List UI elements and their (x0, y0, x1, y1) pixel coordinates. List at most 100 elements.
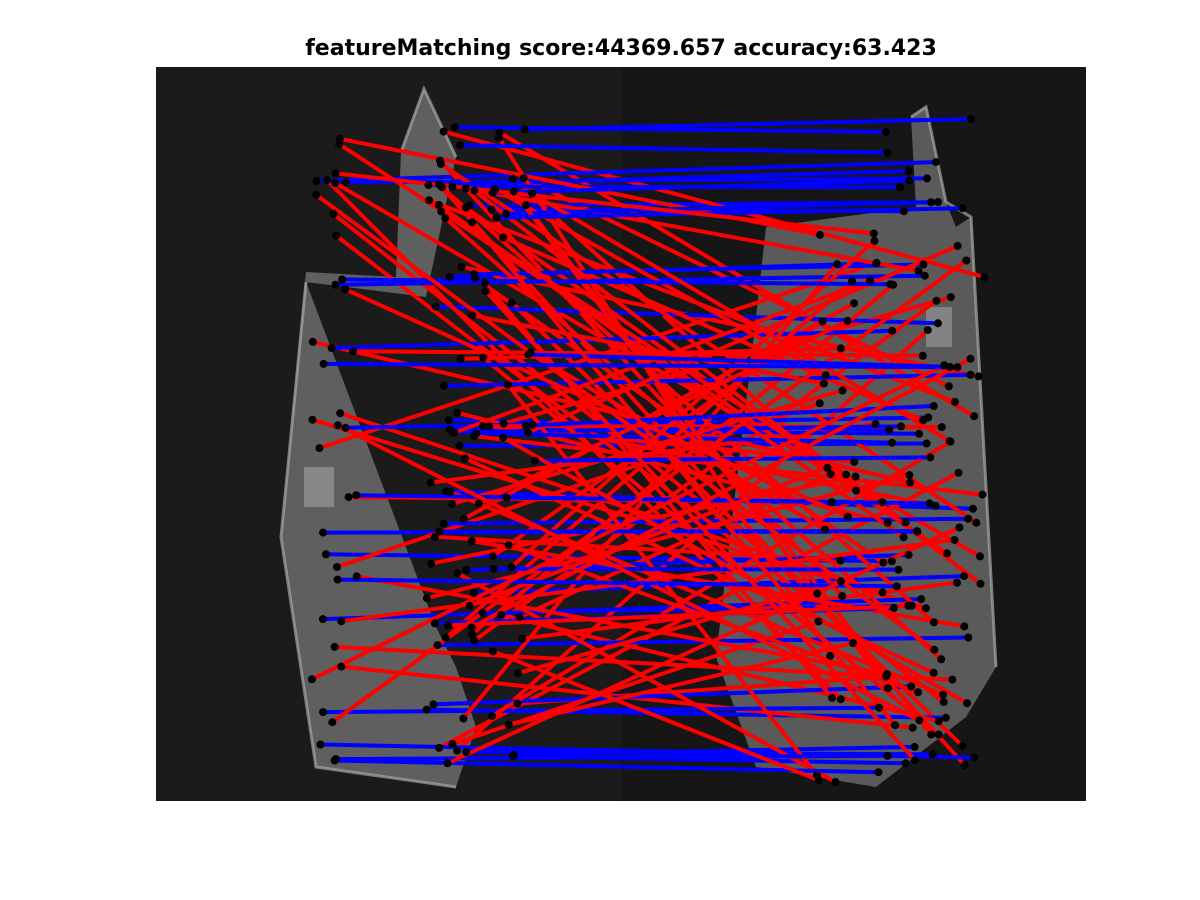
keypoint-left (318, 615, 327, 624)
keypoint-left (341, 178, 350, 187)
keypoint-right (907, 682, 916, 691)
keypoint-right (889, 604, 898, 612)
keypoint-right (883, 518, 892, 527)
keypoint-left (333, 421, 342, 430)
keypoint-right (932, 158, 940, 167)
keypoint-left (502, 209, 511, 218)
keypoint-right (878, 498, 887, 507)
keypoint-left (531, 456, 539, 465)
keypoint-right (922, 439, 931, 448)
keypoint-right (838, 386, 847, 395)
keypoint-left (431, 302, 440, 311)
keypoint-right (836, 695, 845, 704)
keypoint-left (336, 409, 345, 418)
keypoint-right (920, 271, 929, 280)
keypoint-left (504, 541, 513, 550)
right-spire-edge (910, 104, 998, 668)
incorrect-match-line (511, 189, 890, 691)
keypoint-right (919, 416, 928, 425)
keypoint-left (470, 432, 479, 441)
keypoint-left (435, 743, 444, 752)
keypoint-right (836, 577, 845, 586)
keypoint-right (954, 468, 963, 477)
keypoint-right (937, 423, 946, 432)
keypoint-right (836, 556, 845, 565)
keypoint-left (437, 207, 446, 216)
incorrect-match-line (483, 289, 917, 763)
keypoint-left (331, 179, 339, 187)
keypoint-right (874, 768, 883, 777)
keypoint-left (322, 550, 330, 559)
keypoint-left (499, 433, 508, 442)
left-window (304, 467, 334, 507)
keypoint-left (435, 527, 444, 536)
keypoint-right (838, 592, 847, 600)
keypoint-right (852, 486, 861, 495)
keypoint-right (953, 241, 962, 250)
keypoint-right (945, 362, 954, 371)
correct-match-line (523, 404, 936, 428)
keypoint-left (352, 572, 361, 581)
keypoint-right (904, 601, 913, 610)
keypoint-left (468, 218, 477, 227)
keypoint-left (308, 337, 317, 346)
keypoint-left (528, 189, 537, 198)
correct-match-line (441, 372, 973, 388)
keypoint-right (901, 518, 910, 527)
keypoint-left (448, 182, 457, 191)
keypoint-left (461, 203, 470, 212)
incorrect-match-line (463, 186, 921, 273)
keypoint-right (934, 730, 943, 739)
keypoint-right (945, 437, 954, 446)
keypoint-right (960, 572, 969, 581)
keypoint-left (455, 441, 464, 450)
keypoint-left (518, 634, 527, 643)
keypoint-right (929, 618, 938, 627)
keypoint-right (939, 690, 947, 699)
keypoint-right (875, 703, 884, 712)
keypoint-left (427, 559, 436, 568)
keypoint-left (470, 589, 478, 597)
keypoint-right (816, 230, 824, 239)
incorrect-match-line (509, 238, 877, 569)
keypoint-right (978, 490, 987, 499)
incorrect-match-line (501, 435, 970, 706)
keypoint-right (833, 260, 842, 269)
keypoint-left (459, 714, 468, 723)
keypoint-left (443, 759, 452, 768)
correct-match-line (321, 361, 960, 370)
keypoint-left (338, 275, 347, 284)
keypoint-left (436, 159, 445, 168)
keypoint-left (422, 705, 431, 714)
keypoint-left (514, 669, 523, 678)
incorrect-match-line (337, 142, 848, 477)
keypoint-left (520, 125, 529, 134)
left-house-edge (279, 281, 457, 789)
keypoint-right (958, 204, 967, 213)
keypoint-left (488, 552, 497, 561)
keypoint-right (930, 645, 939, 654)
incorrect-match-line (332, 644, 955, 682)
keypoint-right (815, 399, 824, 408)
keypoint-right (917, 595, 926, 604)
keypoint-left (333, 563, 341, 571)
keypoint-left (497, 610, 506, 619)
correct-match-line (437, 529, 919, 534)
keypoint-right (886, 280, 895, 289)
incorrect-match-line (333, 181, 982, 559)
keypoint-left (341, 423, 350, 432)
keypoint-left (467, 623, 476, 632)
keypoint-right (905, 176, 914, 185)
keypoint-right (878, 588, 887, 597)
keypoint-right (923, 174, 931, 183)
keypoint-left (341, 285, 350, 294)
keypoint-left (488, 188, 497, 197)
keypoint-right (870, 236, 879, 245)
keypoint-left (488, 711, 496, 720)
keypoint-right (895, 183, 904, 192)
keypoint-left (331, 280, 340, 289)
correct-match-line (490, 178, 912, 195)
image-axes (156, 67, 1086, 801)
keypoint-right (826, 470, 835, 479)
keypoint-left (459, 514, 468, 523)
